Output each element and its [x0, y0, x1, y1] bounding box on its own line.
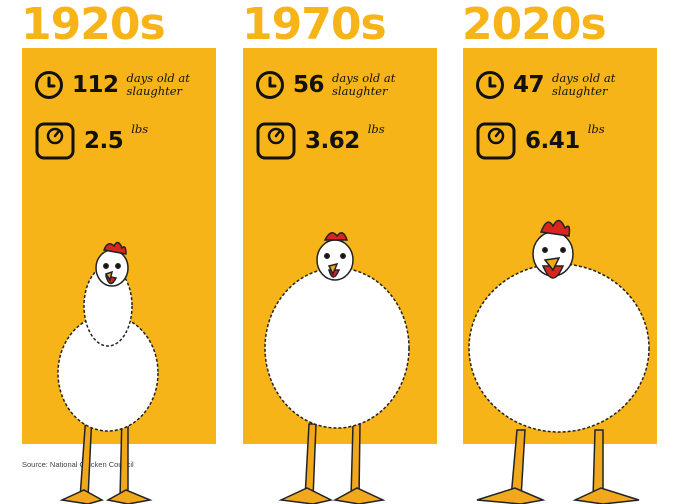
- weight-stat: 6.41 lbs: [475, 121, 605, 161]
- chicken-illustration: [57, 241, 159, 504]
- days-value: 56: [293, 72, 325, 98]
- weight-stat: 2.5 lbs: [34, 121, 148, 161]
- decade-title-1920s: 1920s: [21, 0, 166, 50]
- clock-icon: [256, 71, 284, 99]
- chicken-illustration: [264, 232, 410, 504]
- scale-icon: [35, 122, 75, 160]
- days-value: 47: [513, 72, 545, 98]
- decade-panel-1970s: 56 days old at slaughter 3.62 lbs: [243, 48, 437, 504]
- weight-stat: 3.62 lbs: [255, 121, 385, 161]
- weight-value: 6.41: [525, 128, 580, 154]
- clock-icon: [35, 71, 63, 99]
- days-label: days old at slaughter: [332, 71, 396, 98]
- days-stat: 112 days old at slaughter: [34, 70, 190, 100]
- weight-unit: lbs: [367, 122, 385, 136]
- source-note: Source: National Chicken Council: [22, 460, 134, 469]
- decade-panel-2020s: 47 days old at slaughter 6.41 lbs: [463, 48, 657, 504]
- days-stat: 47 days old at slaughter: [475, 70, 615, 100]
- scale-icon: [256, 122, 296, 160]
- days-value: 112: [72, 72, 119, 98]
- chicken-illustration: [468, 219, 650, 504]
- clock-icon: [476, 71, 504, 99]
- weight-value: 3.62: [305, 128, 360, 154]
- decade-panel-1920s: 112 days old at slaughter 2.5 lbs: [22, 48, 216, 504]
- weight-unit: lbs: [131, 122, 149, 136]
- days-label: days old at slaughter: [552, 71, 616, 98]
- days-stat: 56 days old at slaughter: [255, 70, 395, 100]
- scale-icon: [476, 122, 516, 160]
- decade-title-2020s: 2020s: [462, 0, 607, 50]
- weight-value: 2.5: [84, 128, 124, 154]
- decade-title-1970s: 1970s: [242, 0, 387, 50]
- weight-unit: lbs: [587, 122, 605, 136]
- days-label: days old at slaughter: [126, 71, 190, 98]
